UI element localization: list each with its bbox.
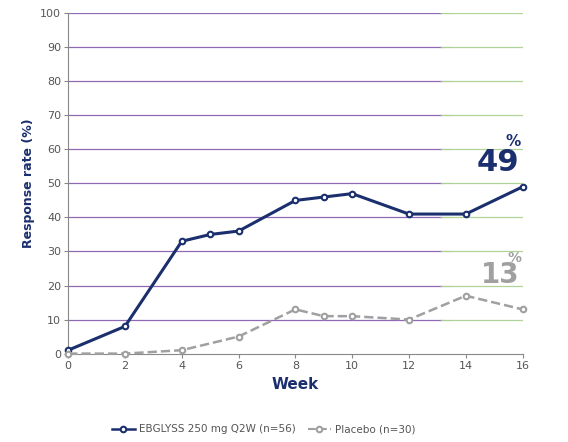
Legend: EBGLYSS 250 mg Q2W (n=56), Placebo (n=30): EBGLYSS 250 mg Q2W (n=56), Placebo (n=30… [107,420,420,438]
Text: 49: 49 [477,148,520,177]
Text: %: % [507,251,521,265]
Text: 13: 13 [481,261,520,289]
X-axis label: Week: Week [272,377,319,392]
Y-axis label: Response rate (%): Response rate (%) [22,118,35,248]
Text: %: % [506,134,521,149]
